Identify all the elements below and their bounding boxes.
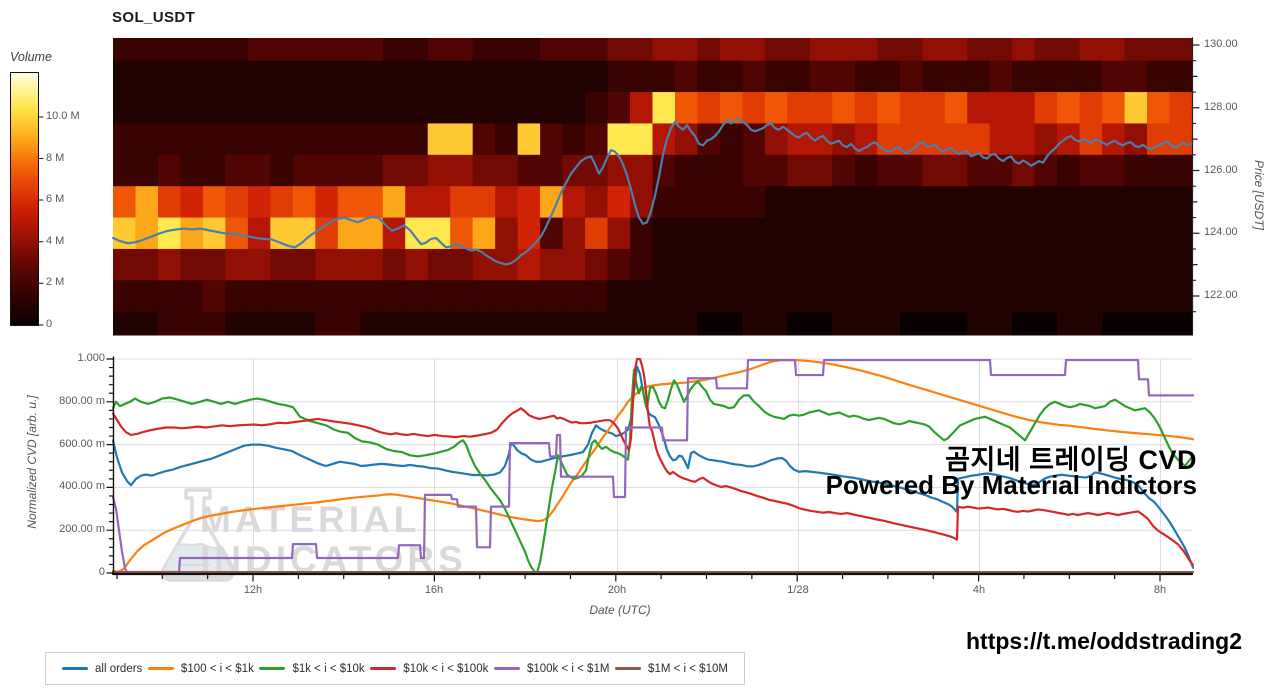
legend-item-10k-100k: $10k < i < $100k — [370, 663, 488, 675]
volume-tick-label: 8 M — [46, 151, 65, 164]
volume-tick-label: 0 — [46, 318, 53, 330]
date-tick-label: 12h — [243, 584, 263, 596]
cvd-ytick-label: 400.00 m — [59, 480, 105, 493]
legend-label: $10k < i < $100k — [403, 662, 489, 675]
volume-tick-label: 4 M — [46, 234, 65, 247]
powered-by-text: Powered By Material Indictors — [825, 470, 1197, 500]
volume-tick-label: 2 M — [46, 276, 65, 289]
legend: all orders $100 < i < $1k $1k < i < $10k… — [45, 652, 745, 685]
cvd-ytick-label: 1.000 — [77, 352, 105, 364]
legend-item-100k-1M: $100k < i < $1M — [493, 662, 610, 675]
price-axis-title: Price [USDT] — [1252, 159, 1266, 230]
price-tick-label: 126.00 — [1204, 163, 1238, 176]
korean-overlay-title: 곰지네 트레이딩 CVD — [945, 445, 1197, 475]
legend-label: $100k < i < $1M — [526, 662, 610, 675]
legend-swatch-100-1k — [147, 667, 174, 670]
legend-swatch-10k-100k — [370, 667, 397, 670]
legend-swatch-1M-10M — [615, 667, 642, 670]
colorbar-title: Volume — [10, 50, 52, 64]
legend-label: all orders — [95, 662, 143, 675]
date-tick-label: 4h — [972, 584, 986, 596]
date-tick-label: 16h — [424, 584, 444, 596]
chart-title: SOL_USDT — [112, 9, 196, 26]
price-tick-label: 130.00 — [1204, 38, 1238, 50]
legend-label: $1M < i < $10M — [648, 662, 728, 675]
date-tick-label: 8h — [1153, 584, 1167, 596]
cvd-ytick-label: 0 — [98, 566, 105, 578]
legend-item-all-orders: all orders — [62, 663, 142, 675]
telegram-url[interactable]: https://t.me/oddstrading2 — [966, 628, 1242, 654]
legend-label: $1k < i < $10k — [292, 662, 365, 675]
price-tick-label: 128.00 — [1204, 100, 1238, 113]
cvd-line-chart — [0, 350, 1280, 640]
heatmap-price-chart — [0, 0, 1280, 350]
price-tick-label: 122.00 — [1204, 289, 1238, 301]
cvd-y-axis-title: Normalized CVD [arb. u.] — [25, 395, 39, 529]
volume-tick-label: 10.0 M — [46, 110, 80, 123]
legend-label: $100 < i < $1k — [180, 662, 254, 675]
volume-tick-label: 6 M — [46, 193, 65, 206]
legend-swatch-all-orders — [62, 667, 88, 670]
legend-swatch-100k-1M — [493, 667, 520, 670]
legend-item-100-1k: $100 < i < $1k — [147, 662, 254, 675]
legend-swatch-1k-10k — [259, 667, 286, 670]
x-axis-title: Date (UTC) — [589, 603, 651, 617]
date-tick-label: 1/28 — [787, 584, 809, 596]
legend-item-1k-10k: $1k < i < $10k — [259, 662, 365, 675]
cvd-ytick-label: 200.00 m — [59, 523, 105, 536]
date-tick-label: 20h — [607, 584, 627, 596]
price-tick-label: 124.00 — [1204, 226, 1238, 239]
legend-item-1M-10M: $1M < i < $10M — [615, 663, 728, 675]
cvd-ytick-label: 600.00 m — [59, 437, 105, 450]
cvd-ytick-label: 800.00 m — [59, 394, 105, 407]
